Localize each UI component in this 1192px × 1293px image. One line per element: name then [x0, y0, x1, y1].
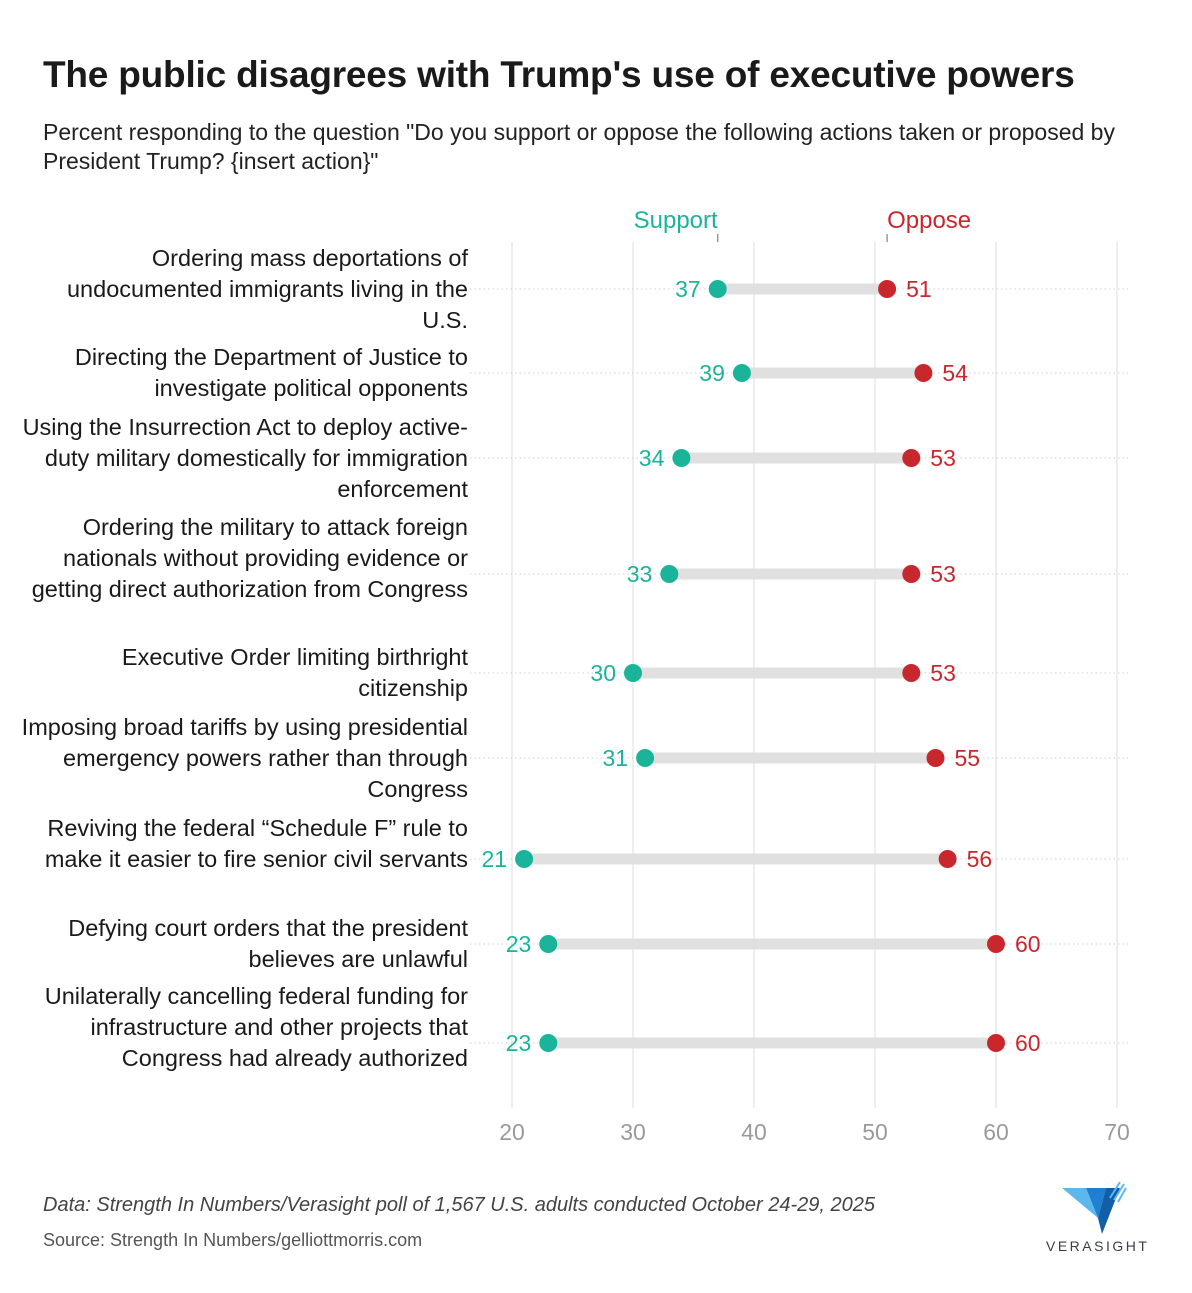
category-label-2: Using the Insurrection Act to deploy act… — [22, 413, 468, 502]
x-tick-label-20: 20 — [499, 1119, 525, 1145]
oppose-value-4: 53 — [930, 660, 956, 686]
category-label-3: Ordering the military to attack foreign … — [31, 514, 468, 602]
support-value-6: 21 — [482, 846, 508, 872]
oppose-value-3: 53 — [930, 561, 956, 587]
verasight-logo-icon — [1040, 1180, 1150, 1260]
oppose-dot-4 — [902, 664, 921, 682]
data-footnote: Data: Strength In Numbers/Verasight poll… — [43, 1194, 875, 1216]
x-tick-label-70: 70 — [1104, 1119, 1130, 1145]
support-dot-5 — [636, 749, 655, 767]
category-label-8: Unilaterally cancelling federal funding … — [44, 983, 468, 1071]
legend-support-label: Support — [634, 207, 718, 234]
oppose-value-2: 53 — [930, 445, 956, 471]
oppose-value-7: 60 — [1015, 931, 1041, 957]
chart-subtitle: Percent responding to the question "Do y… — [43, 119, 1115, 174]
oppose-dot-8 — [987, 1034, 1005, 1052]
oppose-value-1: 54 — [942, 360, 968, 386]
category-label-7: Defying court orders that the president … — [68, 915, 468, 972]
oppose-value-8: 60 — [1015, 1030, 1041, 1056]
support-value-8: 23 — [506, 1030, 532, 1056]
oppose-dot-5 — [926, 749, 945, 767]
oppose-dot-2 — [902, 449, 921, 467]
logo-wordmark: VERASIGHT — [1046, 1238, 1150, 1254]
oppose-dot-3 — [902, 565, 921, 583]
support-dot-1 — [732, 364, 751, 382]
support-dot-0 — [708, 280, 727, 298]
category-label-5: Imposing broad tariffs by using presiden… — [21, 713, 468, 802]
x-tick-label-50: 50 — [862, 1119, 888, 1145]
support-value-4: 30 — [590, 660, 616, 686]
x-tick-label-60: 60 — [983, 1119, 1009, 1145]
source-note: Source: Strength In Numbers/gelliottmorr… — [43, 1230, 423, 1250]
oppose-dot-0 — [878, 280, 897, 298]
category-label-1: Directing the Department of Justice to i… — [74, 344, 468, 401]
legend-oppose-label: Oppose — [887, 207, 971, 234]
support-value-2: 34 — [639, 445, 665, 471]
support-dot-8 — [539, 1034, 558, 1052]
support-dot-6 — [515, 850, 534, 868]
x-tick-label-30: 30 — [620, 1119, 646, 1145]
oppose-value-5: 55 — [955, 745, 981, 771]
oppose-dot-7 — [987, 935, 1005, 953]
x-tick-label-40: 40 — [741, 1119, 767, 1145]
support-value-5: 31 — [603, 745, 629, 771]
support-dot-4 — [624, 664, 642, 682]
support-value-7: 23 — [506, 931, 532, 957]
support-value-1: 39 — [699, 360, 725, 386]
category-label-6: Reviving the federal “Schedule F” rule t… — [44, 814, 468, 872]
support-value-3: 33 — [627, 561, 653, 587]
support-dot-3 — [660, 565, 679, 583]
category-label-4: Executive Order limiting birthright citi… — [121, 644, 468, 701]
oppose-dot-1 — [914, 364, 933, 382]
chart-title: The public disagrees with Trump's use of… — [43, 54, 1075, 95]
support-dot-7 — [539, 935, 558, 953]
oppose-value-0: 51 — [906, 276, 932, 302]
support-dot-2 — [672, 449, 691, 467]
support-value-0: 37 — [675, 276, 701, 302]
oppose-dot-6 — [938, 850, 957, 868]
category-label-0: Ordering mass deportations of undocument… — [66, 244, 468, 333]
oppose-value-6: 56 — [967, 846, 993, 872]
